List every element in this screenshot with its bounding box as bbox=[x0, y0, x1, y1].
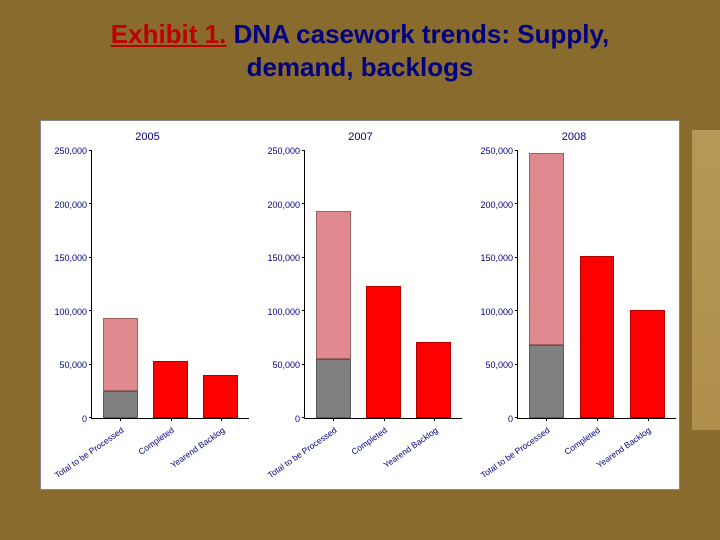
bar-segment bbox=[416, 342, 451, 418]
y-tick-mark bbox=[515, 150, 518, 151]
y-tick-mark bbox=[302, 257, 305, 258]
bar-segment bbox=[630, 310, 665, 418]
y-axis-ticks: 050,000100,000150,000200,000250,000 bbox=[467, 151, 517, 419]
y-tick-mark bbox=[302, 150, 305, 151]
y-tick-mark bbox=[302, 417, 305, 418]
bar-segment bbox=[580, 256, 615, 418]
y-tick-mark bbox=[515, 203, 518, 204]
bar-segment bbox=[103, 318, 138, 391]
x-tick-label: Completed bbox=[349, 425, 388, 457]
y-tick-label: 150,000 bbox=[480, 253, 513, 263]
x-tick-label: Total to be Processed bbox=[265, 425, 338, 480]
y-tick-label: 150,000 bbox=[267, 253, 300, 263]
bar-segment bbox=[103, 391, 138, 418]
y-axis-ticks: 050,000100,000150,000200,000250,000 bbox=[41, 151, 91, 419]
y-tick-label: 250,000 bbox=[480, 146, 513, 156]
y-tick-mark bbox=[515, 257, 518, 258]
x-axis-labels: Total to be ProcessedCompletedYearend Ba… bbox=[91, 419, 249, 489]
bar-segment bbox=[366, 286, 401, 418]
y-tick-label: 100,000 bbox=[54, 307, 87, 317]
y-tick-label: 50,000 bbox=[59, 360, 87, 370]
chart-panel-2005: 2005 0 50,000 100,000 150,000 200,000 250,000 T… bbox=[41, 121, 254, 489]
y-tick-mark bbox=[89, 203, 92, 204]
bar bbox=[366, 286, 401, 418]
x-tick-label: Completed bbox=[136, 425, 175, 457]
title-text-2: demand, backlogs bbox=[247, 52, 474, 82]
y-tick-label: 50,000 bbox=[272, 360, 300, 370]
y-tick-mark bbox=[302, 203, 305, 204]
chart-panel-2007: 2007 0 50,000 100,000 150,000 200,000 250,000 T… bbox=[254, 121, 467, 489]
y-tick-label: 0 bbox=[508, 414, 513, 424]
y-tick-label: 250,000 bbox=[267, 146, 300, 156]
chart-panel-2008: 2008 0 50,000 100,000 150,000 200,000 250,000 T… bbox=[467, 121, 681, 489]
y-tick-mark bbox=[89, 417, 92, 418]
plot-area bbox=[517, 151, 676, 419]
x-axis-labels: Total to be ProcessedCompletedYearend Ba… bbox=[517, 419, 676, 489]
slide-decoration bbox=[692, 130, 720, 430]
bar-segment bbox=[316, 211, 351, 359]
y-tick-label: 150,000 bbox=[54, 253, 87, 263]
x-tick-label: Yearend Backlog bbox=[381, 425, 439, 470]
x-tick-label: Total to be Processed bbox=[479, 425, 552, 480]
y-tick-label: 100,000 bbox=[267, 307, 300, 317]
y-tick-mark bbox=[89, 150, 92, 151]
bar bbox=[203, 375, 238, 418]
exhibit-label: Exhibit 1. bbox=[111, 19, 227, 49]
bar bbox=[153, 361, 188, 418]
y-tick-label: 0 bbox=[295, 414, 300, 424]
y-tick-mark bbox=[515, 310, 518, 311]
bar-segment bbox=[316, 359, 351, 418]
bar-segment bbox=[203, 375, 238, 418]
y-tick-label: 100,000 bbox=[480, 307, 513, 317]
plot-area bbox=[91, 151, 249, 419]
x-tick-label: Yearend Backlog bbox=[168, 425, 226, 470]
bar-segment bbox=[529, 153, 564, 344]
bar-segment bbox=[529, 345, 564, 418]
bar bbox=[416, 342, 451, 418]
bar bbox=[316, 211, 351, 418]
y-tick-mark bbox=[302, 364, 305, 365]
y-axis-ticks: 050,000100,000150,000200,000250,000 bbox=[254, 151, 304, 419]
bar-segment bbox=[153, 361, 188, 418]
y-tick-mark bbox=[89, 364, 92, 365]
y-tick-mark bbox=[302, 310, 305, 311]
bar bbox=[529, 153, 564, 418]
y-tick-mark bbox=[515, 364, 518, 365]
bar bbox=[630, 310, 665, 418]
y-tick-mark bbox=[89, 257, 92, 258]
y-tick-label: 0 bbox=[82, 414, 87, 424]
y-tick-mark bbox=[89, 310, 92, 311]
y-tick-label: 200,000 bbox=[54, 200, 87, 210]
plot-area bbox=[304, 151, 462, 419]
chart-container: 2005 0 50,000 100,000 150,000 200,000 250,000 T… bbox=[40, 120, 680, 490]
x-axis-labels: Total to be ProcessedCompletedYearend Ba… bbox=[304, 419, 462, 489]
panel-year-label: 2005 bbox=[41, 131, 254, 143]
bar bbox=[103, 318, 138, 418]
x-tick-label: Yearend Backlog bbox=[595, 425, 653, 470]
y-tick-label: 200,000 bbox=[480, 200, 513, 210]
panel-year-label: 2008 bbox=[467, 131, 681, 143]
panel-year-label: 2007 bbox=[254, 131, 467, 143]
y-tick-label: 200,000 bbox=[267, 200, 300, 210]
bar bbox=[580, 256, 615, 418]
title-text-1: DNA casework trends: Supply, bbox=[234, 19, 610, 49]
x-tick-label: Total to be Processed bbox=[52, 425, 125, 480]
y-tick-mark bbox=[515, 417, 518, 418]
x-tick-label: Completed bbox=[563, 425, 602, 457]
y-tick-label: 250,000 bbox=[54, 146, 87, 156]
y-tick-label: 50,000 bbox=[485, 360, 513, 370]
slide-title: Exhibit 1. DNA casework trends: Supply, … bbox=[0, 18, 720, 83]
